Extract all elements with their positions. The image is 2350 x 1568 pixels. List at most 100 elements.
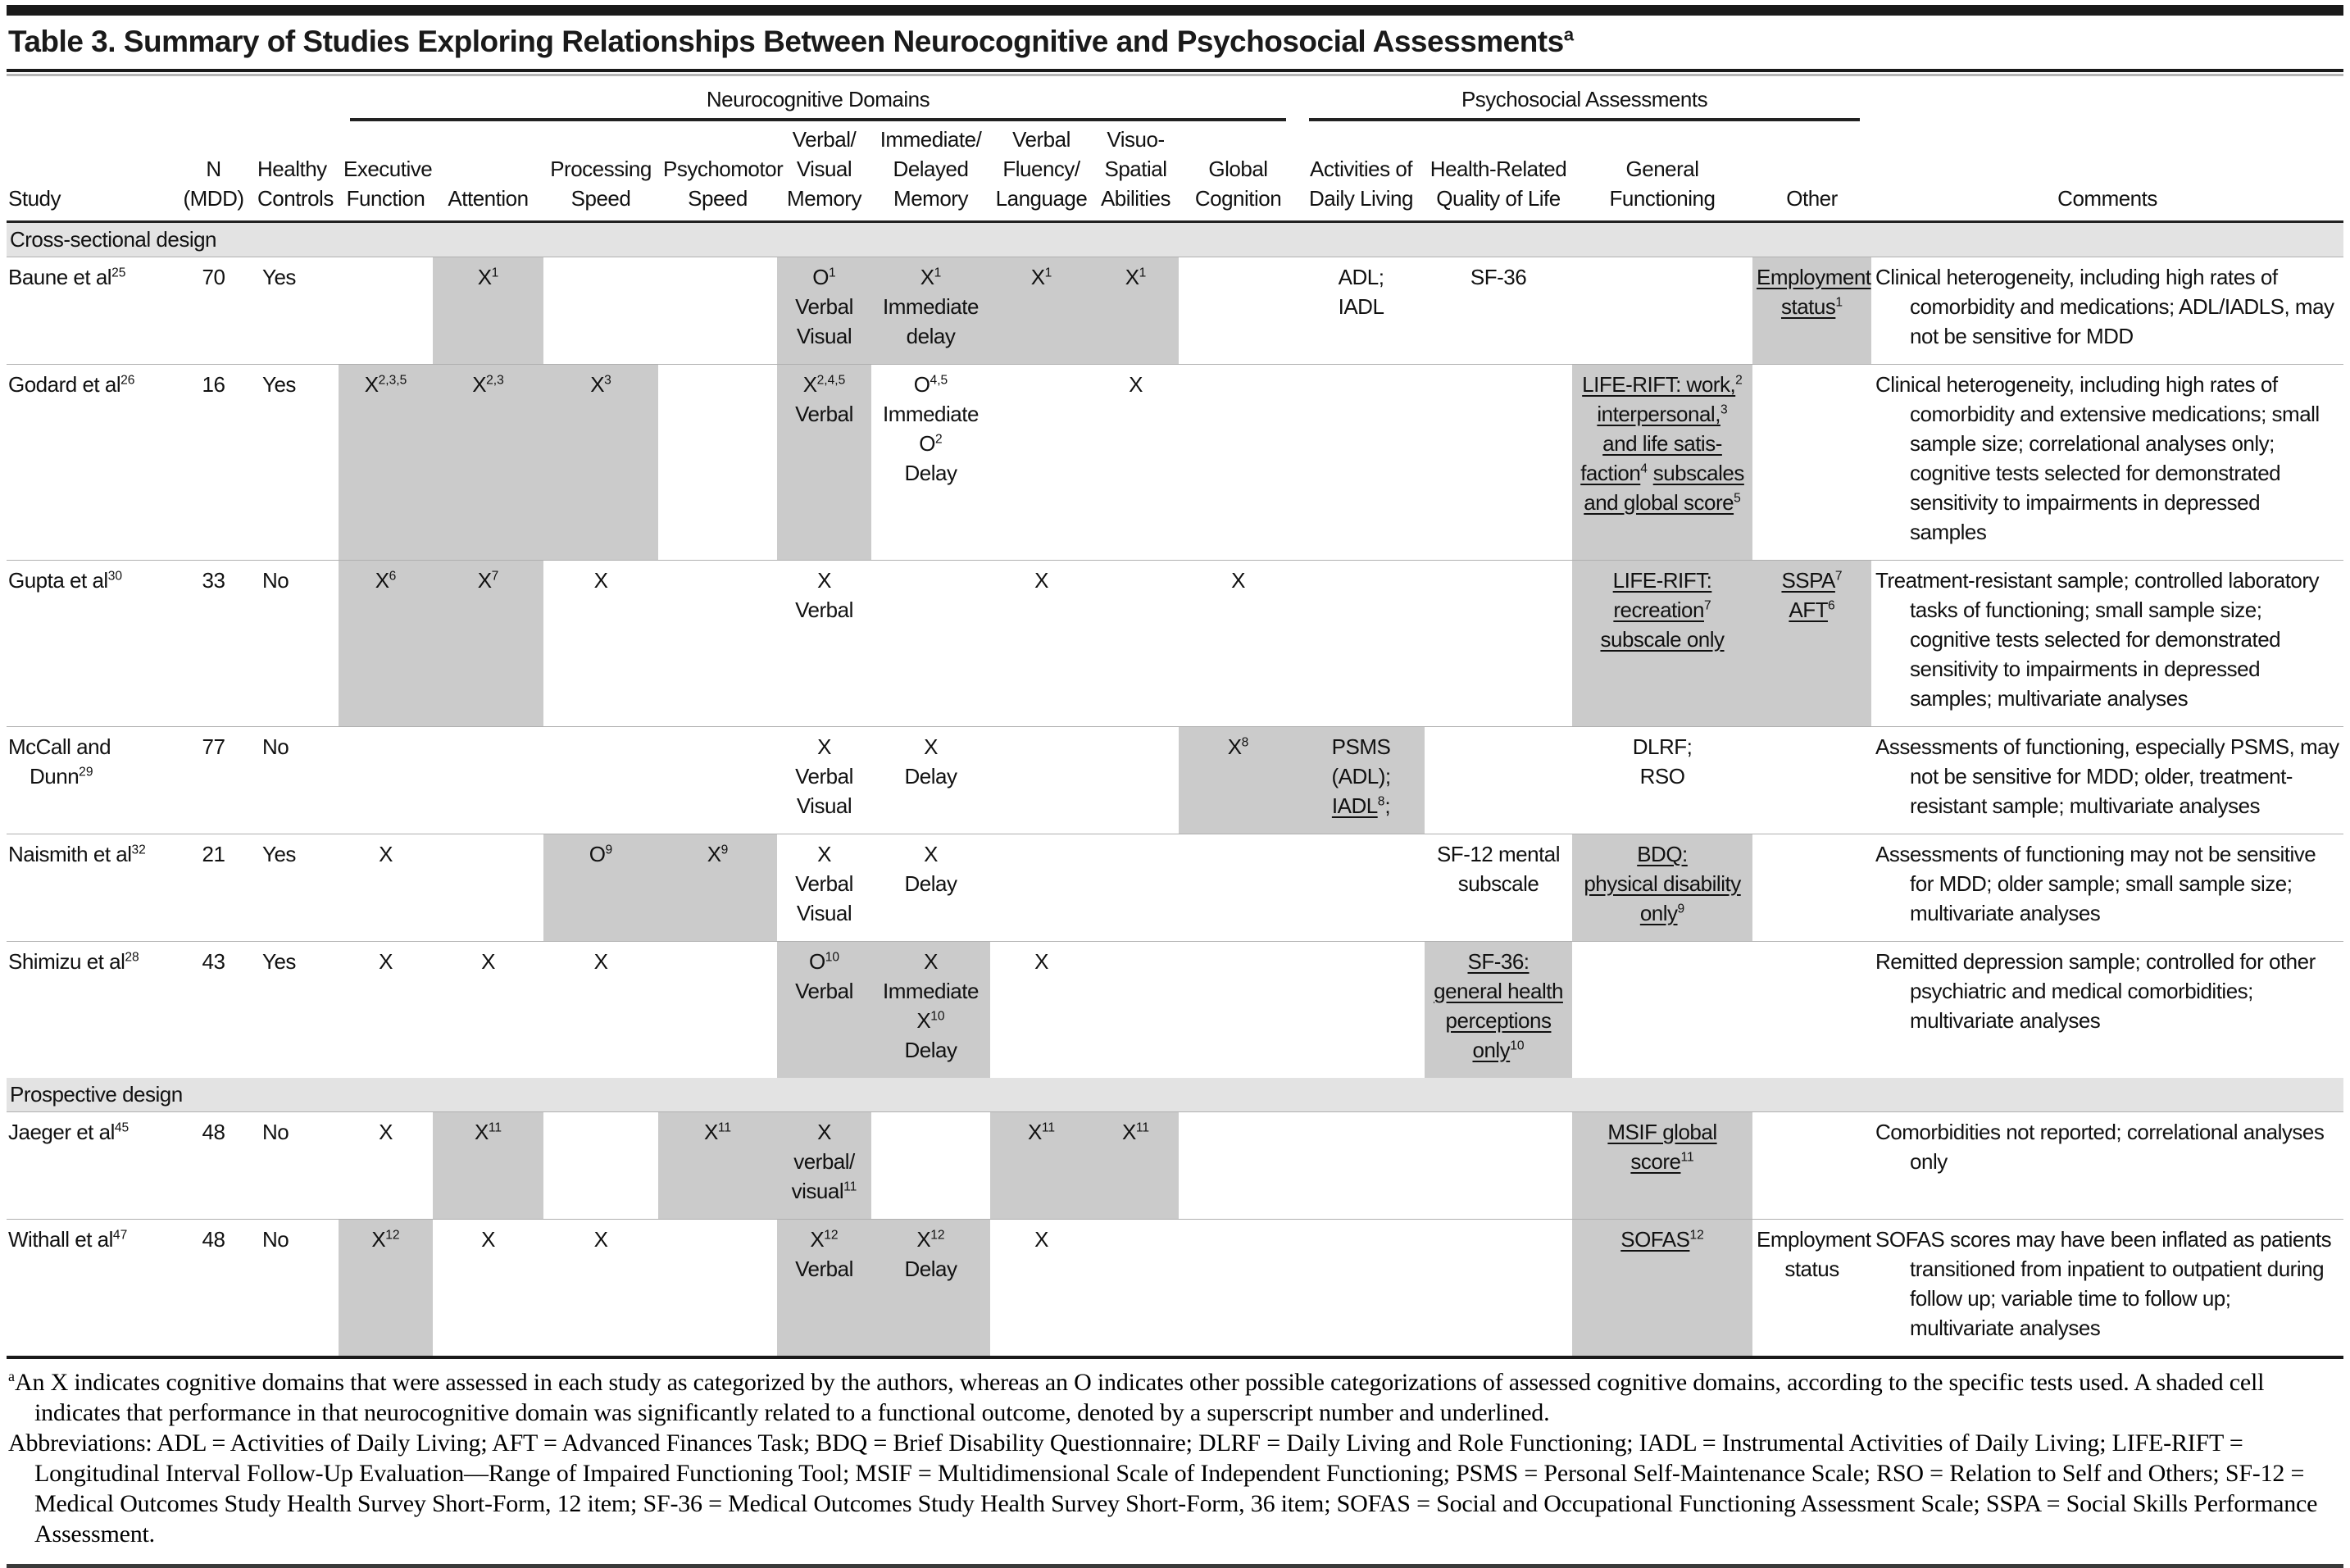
footnotes: aAn X indicates cognitive domains that w… <box>7 1359 2343 1557</box>
data-cell <box>1298 942 1425 1079</box>
study-cell: Godard et al26 <box>8 372 135 397</box>
data-cell: Yes <box>262 265 296 289</box>
data-cell: X8 <box>1179 726 1298 834</box>
study-cell: Jaeger et al45 <box>8 1120 130 1144</box>
data-cell <box>1298 365 1425 561</box>
data-cell: X2,4,5 Verbal <box>777 364 871 561</box>
data-cell: 21 <box>202 842 225 866</box>
comments-cell: Treatment-resistant sample; controlled l… <box>1875 568 2320 711</box>
data-cell: X11 <box>433 1111 543 1220</box>
data-cell <box>543 257 658 365</box>
data-cell <box>1425 727 1572 834</box>
comments-cell: Clinical heterogeneity, including high r… <box>1875 265 2334 348</box>
column-header: Health-Related Quality of Life <box>1425 121 1573 223</box>
data-cell: O9 <box>543 834 658 942</box>
data-cell <box>1425 365 1572 561</box>
section-label: Prospective design <box>7 1078 2344 1112</box>
data-cell: X <box>1034 949 1048 974</box>
study-row: Baune et al25 70 Yes X1 O1 Verbal Visual X1 Imme… <box>7 257 2344 365</box>
data-cell <box>658 365 777 561</box>
data-cell: LIFE-RIFT: work,2 interpersonal,3 and life… <box>1572 364 1753 561</box>
study-cell: McCall and Dunn29 <box>8 734 111 789</box>
table-title: Table 3. Summary of Studies Exploring Re… <box>8 24 1575 58</box>
data-cell: X2,3,5 <box>339 364 433 561</box>
column-header: Other <box>1752 121 1872 223</box>
data-cell: 16 <box>202 372 225 397</box>
data-cell <box>1179 1220 1298 1358</box>
data-cell: X1 <box>990 257 1093 365</box>
study-row: McCall and Dunn29 77 No X Verbal Visual X Delay X… <box>7 726 2344 834</box>
data-cell <box>658 257 777 365</box>
column-header: Executive Function <box>339 121 433 223</box>
column-group-spacer <box>7 83 339 121</box>
data-cell <box>1425 1220 1572 1358</box>
data-cell: No <box>262 734 289 759</box>
data-cell: 77 <box>202 734 225 759</box>
data-cell: X <box>379 949 393 974</box>
data-cell: SF-36 <box>1470 265 1527 289</box>
data-cell: ADL; IADL <box>1338 265 1384 319</box>
column-header: Verbal/Visual Memory <box>777 121 871 223</box>
column-header: Comments <box>1871 121 2344 223</box>
data-cell: No <box>262 1227 289 1252</box>
data-cell: X Delay <box>904 734 957 789</box>
footnote-abbreviations: Abbreviations: ADL = Activities of Daily… <box>8 1429 2318 1548</box>
data-cell: X Immediate X10 Delay <box>871 941 990 1078</box>
data-cell: LIFE-RIFT: recreation7 subscale only <box>1572 560 1753 727</box>
group-header-row: Neurocognitive Domains Psychosocial Asses… <box>7 83 2343 121</box>
data-cell <box>1093 727 1179 834</box>
data-cell <box>433 727 543 834</box>
data-cell <box>1298 561 1425 727</box>
top-bar <box>7 5 2343 16</box>
data-cell: SF-12 mental subscale <box>1436 842 1561 896</box>
section-row: Cross-sectional design <box>7 221 2344 257</box>
data-cell <box>1752 1112 1871 1220</box>
column-group: Neurocognitive Domains <box>339 83 1298 121</box>
data-cell: SF-36: general health perceptions only10 <box>1425 941 1573 1078</box>
data-cell: 43 <box>202 949 225 974</box>
column-header: Processing Speed <box>543 121 658 223</box>
data-cell <box>433 834 543 942</box>
study-row: Shimizu et al28 43 Yes X X X O10 Verbal X Immedia… <box>7 941 2344 1079</box>
data-cell: X1 <box>433 257 543 365</box>
data-cell: X11 <box>658 1111 777 1220</box>
data-cell: No <box>262 1120 289 1144</box>
data-cell <box>658 942 777 1079</box>
study-row: Naismith et al32 21 Yes X O9 X9 X Verbal Visual X… <box>7 834 2344 942</box>
comments-cell: Remitted depression sample; controlled f… <box>1875 949 2316 1033</box>
data-cell: BDQ: physical disability only9 <box>1572 834 1753 942</box>
data-cell <box>1093 942 1179 1079</box>
data-cell <box>1298 1220 1425 1358</box>
data-cell <box>658 561 777 727</box>
data-cell: X <box>379 842 393 866</box>
data-cell <box>1093 561 1179 727</box>
comments-cell: Assessments of functioning may not be se… <box>1875 842 2316 925</box>
data-cell: X Verbal Visual <box>795 734 853 818</box>
data-cell <box>1572 942 1752 1079</box>
data-cell <box>1093 834 1179 942</box>
study-cell: Baune et al25 <box>8 265 126 289</box>
data-cell: O1 Verbal Visual <box>777 257 871 365</box>
data-cell: X7 <box>433 560 543 727</box>
column-header: Verbal Fluency/Language <box>990 121 1093 223</box>
data-cell <box>1179 257 1298 365</box>
data-cell: PSMS (ADL); IADL8; <box>1298 726 1425 834</box>
data-cell: X12 Delay <box>871 1219 990 1357</box>
data-cell: 70 <box>202 265 225 289</box>
data-cell: X12 Verbal <box>777 1219 871 1357</box>
column-header: Immediate/Delayed Memory <box>871 121 990 223</box>
data-cell: X11 <box>990 1111 1093 1220</box>
data-cell: X2,3 <box>433 364 543 561</box>
data-cell <box>1179 834 1298 942</box>
data-cell <box>543 1112 658 1220</box>
data-cell <box>990 834 1093 942</box>
comments-cell: Comorbidities not reported; correlationa… <box>1875 1120 2325 1174</box>
data-cell <box>1425 1112 1572 1220</box>
column-header: Attention <box>433 121 543 223</box>
data-cell: 48 <box>202 1120 225 1144</box>
column-header: N (MDD) <box>175 121 252 223</box>
column-header: Psychomotor Speed <box>658 121 784 223</box>
data-cell: 33 <box>202 568 225 593</box>
